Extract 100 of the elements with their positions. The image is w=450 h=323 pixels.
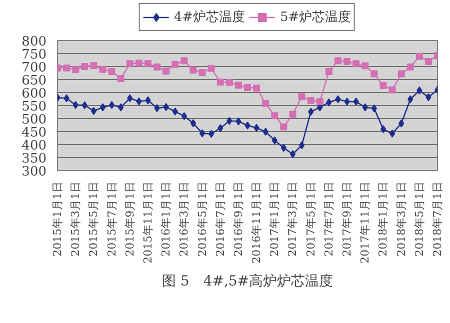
x-tick-label: 2017年3月1日: [286, 181, 300, 256]
x-tick-label: 2015年11月1日: [141, 181, 154, 264]
point: [408, 95, 414, 104]
x-tick-label: 2017年9月1日: [340, 181, 354, 256]
point: [118, 103, 124, 112]
point: [81, 63, 88, 70]
point: [72, 66, 80, 74]
point: [424, 58, 432, 66]
y-tick-label: 800: [22, 34, 47, 50]
point: [180, 57, 188, 64]
point: [144, 60, 152, 68]
point: [172, 107, 178, 116]
y-tick-label: 500: [22, 112, 47, 128]
x-tick-label: 2016年9月1日: [232, 181, 245, 256]
point: [398, 119, 404, 128]
x-tick-label: 2016年7月1日: [214, 181, 227, 256]
text: 图 5 4#,5#高炉炉芯温度: [162, 274, 334, 290]
point: [244, 84, 251, 92]
point: [280, 123, 288, 130]
y-tick-label: 650: [22, 74, 47, 88]
point: [316, 98, 324, 106]
point: [64, 94, 70, 102]
point: [154, 64, 161, 71]
x-tick-label: 2015年7月1日: [105, 181, 118, 256]
y-tick-label: 550: [22, 100, 47, 114]
point: [298, 141, 305, 150]
point: [127, 94, 133, 102]
point: [208, 130, 214, 138]
point: [154, 104, 160, 112]
point: [406, 64, 414, 71]
x-tick-label: 2015年1月1日: [51, 181, 64, 256]
point: [108, 68, 116, 75]
point: [362, 62, 369, 70]
point: [352, 60, 360, 68]
point: [162, 68, 170, 75]
x-tick-label: 2018年3月1日: [394, 181, 408, 256]
x-tick-label: 2015年9月1日: [123, 181, 136, 256]
x-tick-label: 2015年3月1日: [69, 181, 82, 256]
point: [334, 57, 342, 64]
x-tick-label: 2016年1月1日: [160, 181, 173, 256]
point: [325, 68, 332, 75]
point: [253, 84, 260, 92]
point: [280, 144, 287, 152]
point: [236, 117, 242, 126]
point: [389, 130, 396, 138]
x-tick-label: 2018年5月1日: [412, 181, 426, 256]
point: [218, 124, 224, 132]
point: [362, 103, 368, 112]
point: [208, 64, 215, 72]
legend-label: 5#炉芯温度: [280, 9, 352, 26]
point: [145, 96, 151, 104]
point: [307, 97, 314, 104]
point: [234, 82, 242, 89]
point: [117, 74, 124, 82]
y-tick-label: 450: [22, 126, 47, 140]
point: [172, 60, 179, 68]
point: [262, 100, 270, 107]
x-tick-label: 2016年11月1日: [250, 181, 264, 264]
point: [353, 98, 359, 106]
point: [216, 78, 224, 86]
point: [271, 112, 278, 120]
x-tick-label: 2018年1月1日: [376, 181, 390, 256]
point: [181, 112, 187, 120]
point: [289, 110, 296, 118]
point: [380, 82, 387, 89]
point: [370, 70, 378, 78]
point: [416, 52, 423, 60]
point: [99, 66, 106, 73]
point: [416, 86, 422, 94]
point: [388, 86, 396, 94]
point: [82, 101, 88, 110]
point: [126, 60, 134, 68]
point: [371, 104, 377, 112]
point: [398, 70, 405, 78]
point: [226, 116, 232, 125]
point: [199, 129, 206, 138]
y-tick-label: 700: [22, 60, 47, 76]
point: [190, 119, 196, 128]
point: [298, 93, 306, 100]
point: [308, 108, 314, 116]
x-tick-label: 2017年1月1日: [268, 181, 282, 256]
y-tick-label: 750: [22, 48, 47, 62]
point: [254, 124, 260, 132]
point: [272, 136, 278, 144]
point: [198, 68, 206, 76]
point: [335, 95, 341, 104]
x-tick-label: 2017年11月1日: [358, 181, 372, 264]
x-tick-label: 2016年5月1日: [196, 181, 209, 256]
point: [100, 103, 106, 112]
point: [344, 58, 351, 66]
y-tick-label: 400: [22, 138, 47, 154]
point: [426, 93, 432, 102]
x-tick-label: 2015年5月1日: [87, 181, 100, 256]
y-tick-label: 350: [22, 152, 47, 166]
point: [326, 98, 332, 106]
point: [380, 125, 386, 134]
y-tick-label: 600: [22, 86, 47, 102]
point: [90, 62, 98, 69]
x-tick-label: 2017年7月1日: [322, 181, 336, 256]
point: [226, 78, 233, 86]
